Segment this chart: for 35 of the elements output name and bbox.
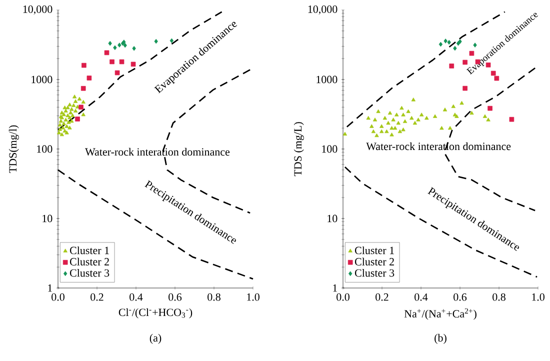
x-tick-label: 0.4 xyxy=(130,293,143,301)
x-tick-label: 0.0 xyxy=(336,293,350,301)
x-tick-label: 0.8 xyxy=(208,293,220,301)
y-tick-label: 10,000 xyxy=(308,6,338,14)
y-tick-label: 1000 xyxy=(316,76,338,84)
y-tick-label: 1 xyxy=(48,284,52,292)
x-tick-label: 1.0 xyxy=(247,293,260,301)
x-tick-label: 0.0 xyxy=(52,293,64,301)
x-tick-label: 0.4 xyxy=(414,293,428,301)
annotation: Water-rock interation dominance xyxy=(85,148,230,156)
x-axis-title: Na$^{+}$/(Na$^{+}$+Ca$^{2+}$) xyxy=(404,308,476,320)
text: (b) xyxy=(434,334,446,344)
legend-label: Cluster 2 xyxy=(70,258,109,266)
y-tick-label: 1000 xyxy=(32,76,52,84)
text: (a) xyxy=(150,334,162,344)
x-tick-label: 0.6 xyxy=(168,293,182,301)
y-tick-label: 100 xyxy=(37,145,52,153)
x-tick-label: 0.2 xyxy=(376,293,388,301)
legend-label: Cluster 3 xyxy=(354,268,394,277)
x-tick-label: 0.2 xyxy=(90,293,104,301)
y-axis-title: TDS (mg/L) xyxy=(294,122,304,176)
legend-label: Cluster 2 xyxy=(354,258,394,266)
x-tick-label: 0.6 xyxy=(454,293,467,301)
legend-label: Cluster 1 xyxy=(354,246,394,254)
y-tick-label: 1 xyxy=(333,284,337,292)
x-tick-label: 1.0 xyxy=(532,293,544,301)
y-tick-label: 100 xyxy=(322,145,338,153)
y-tick-label: 10 xyxy=(42,214,52,222)
y-axis-title: TDS(mg/l) xyxy=(8,125,19,173)
x-tick-label: 0.8 xyxy=(492,293,506,301)
y-tick-label: 10,000 xyxy=(23,6,52,14)
y-tick-label: 10 xyxy=(328,214,338,222)
legend-label: Cluster 3 xyxy=(70,268,110,277)
legend-label: Cluster 1 xyxy=(70,246,109,254)
x-axis-title: Cl$^{-}$/(Cl$^{-}$+HCO$_{3}$$^{-}$) xyxy=(118,308,192,318)
